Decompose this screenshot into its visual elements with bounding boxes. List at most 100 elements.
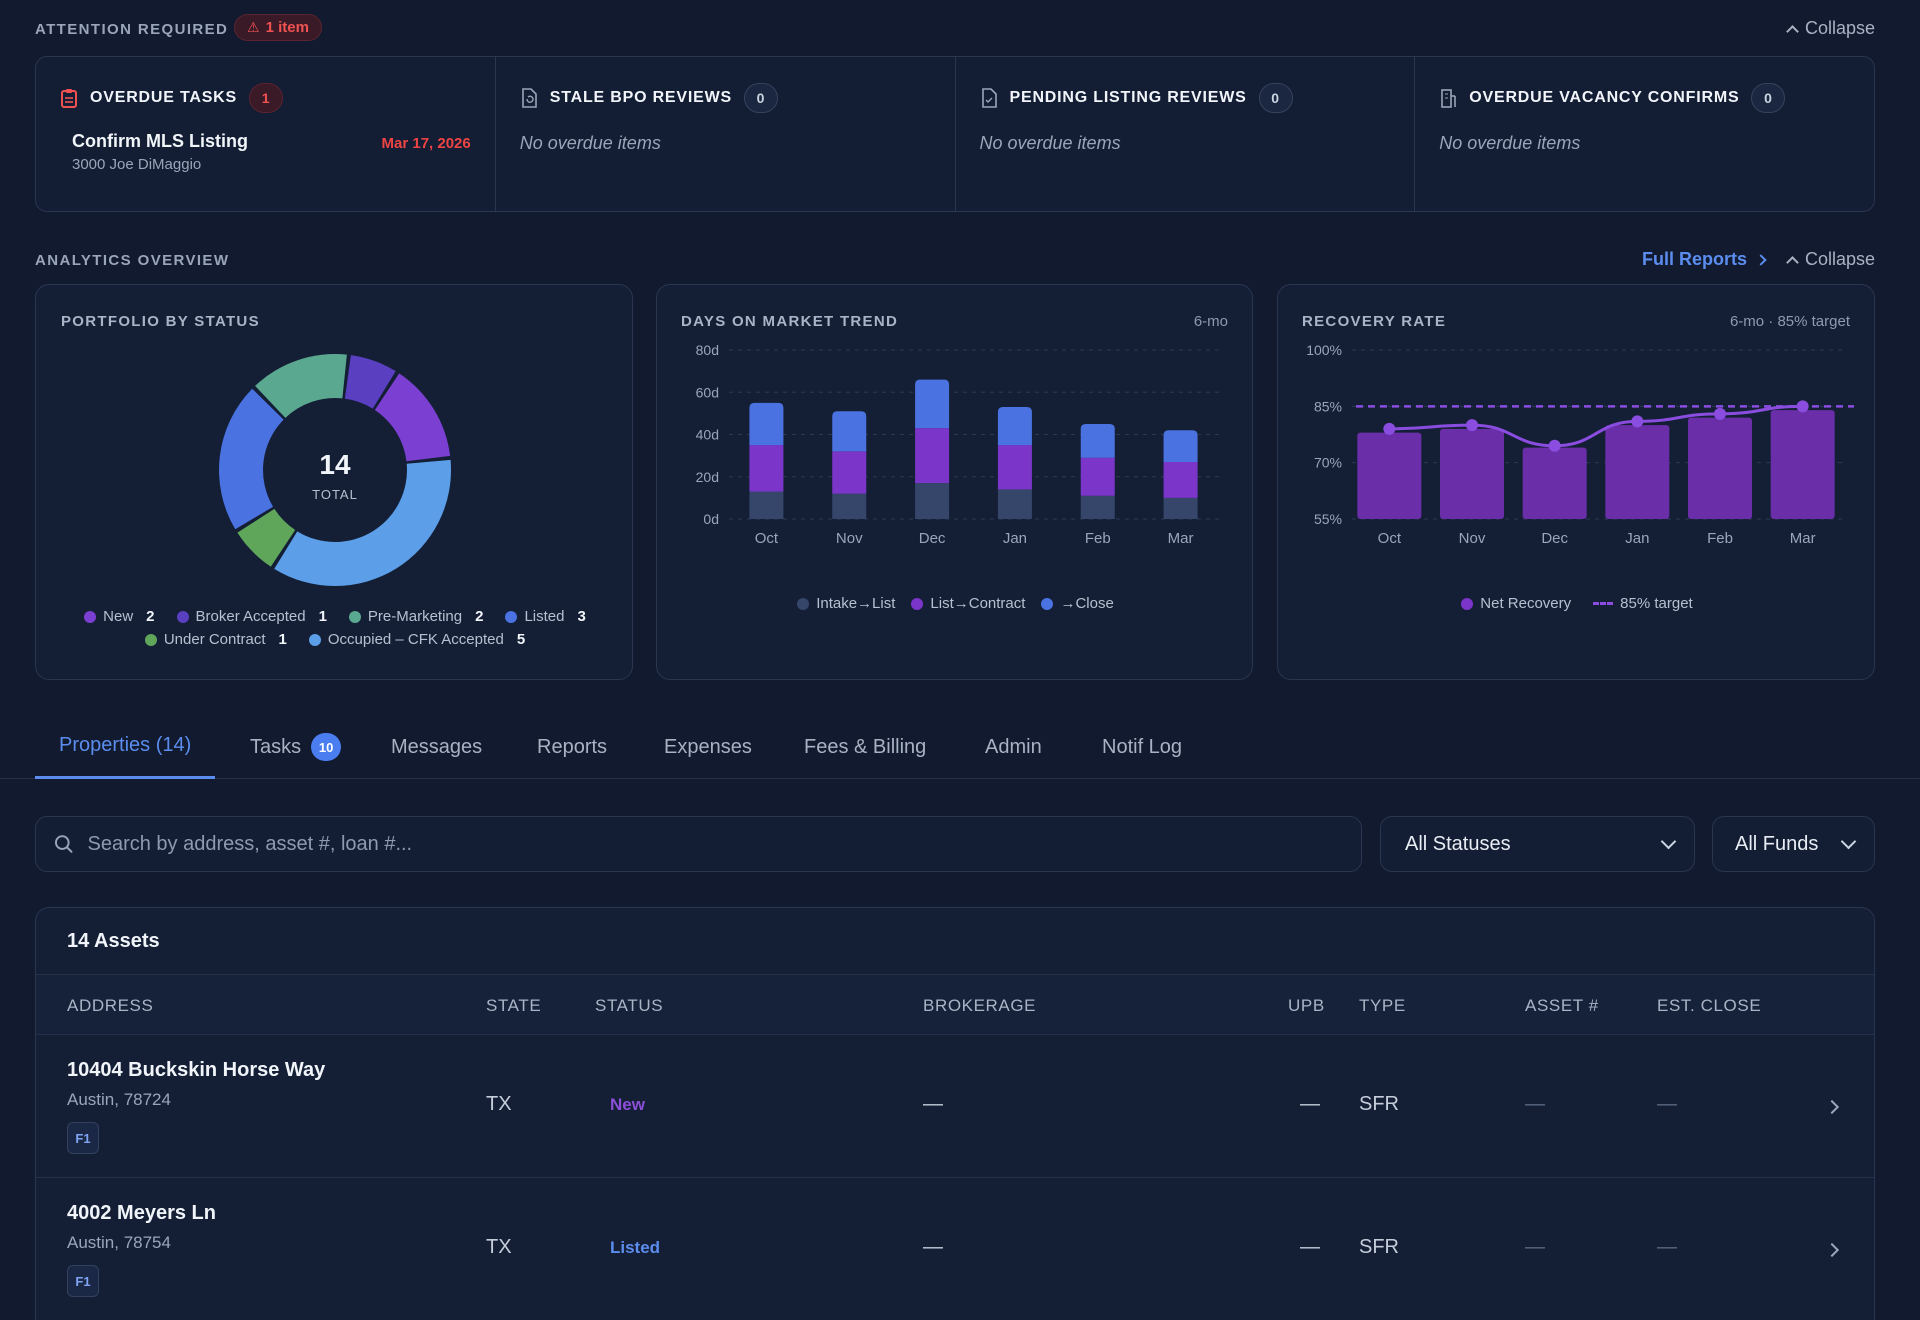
header-state[interactable]: STATE [486, 996, 542, 1015]
line-point[interactable] [1631, 415, 1644, 428]
search-input[interactable] [87, 832, 1361, 856]
donut-total: 14 [319, 449, 351, 480]
bar-segment[interactable] [1080, 495, 1115, 519]
bar[interactable] [1522, 447, 1587, 519]
donut-slice-pre-marketing[interactable] [255, 354, 347, 418]
tab-tasks[interactable]: Tasks 10 [250, 715, 342, 779]
full-reports-link[interactable]: Full Reports [1642, 249, 1767, 270]
tab-fees-billing[interactable]: Fees & Billing [804, 715, 926, 779]
bar[interactable] [1688, 417, 1752, 519]
attention-panel: OVERDUE TASKS 1 Confirm MLS Listing 3000… [35, 56, 1875, 212]
line-point[interactable] [1714, 407, 1726, 420]
tab-admin[interactable]: Admin [985, 715, 1042, 779]
y-tick-label: 40d [696, 427, 719, 443]
bar-segment[interactable] [997, 445, 1032, 490]
x-tick-label: Mar [1168, 530, 1194, 547]
legend-swatch [84, 610, 97, 623]
bar-segment[interactable] [915, 379, 950, 429]
overdue-task-item[interactable]: Confirm MLS Listing 3000 Joe DiMaggio Ma… [60, 131, 471, 173]
bar-segment[interactable] [1080, 457, 1115, 496]
analytics-label: ANALYTICS OVERVIEW [35, 252, 230, 269]
attention-label: ATTENTION REQUIRED [35, 21, 229, 38]
bar-segment[interactable] [1163, 430, 1198, 462]
status-filter-value: All Statuses [1405, 832, 1511, 855]
row-est-close: — [1657, 1236, 1677, 1258]
portfolio-donut: 14 TOTAL [219, 354, 451, 586]
header-asset-number[interactable]: ASSET # [1525, 996, 1599, 1015]
fund-filter[interactable]: All Funds [1712, 816, 1875, 872]
bar-segment[interactable] [915, 483, 950, 519]
bar-segment[interactable] [1080, 423, 1115, 458]
header-upb[interactable]: UPB [1288, 996, 1325, 1015]
analytics-collapse-button[interactable]: Collapse [1786, 249, 1875, 270]
bar-segment[interactable] [915, 428, 950, 484]
donut-slice-occupied-cfk-accepted[interactable] [274, 459, 451, 586]
tab-notif-log[interactable]: Notif Log [1102, 715, 1182, 779]
header-brokerage[interactable]: BROKERAGE [923, 996, 1037, 1015]
donut-slice-listed[interactable] [219, 388, 284, 530]
bar-segment[interactable] [1163, 461, 1198, 498]
bar[interactable] [1605, 425, 1670, 519]
bar-segment[interactable] [749, 491, 784, 519]
overdue-tasks-count: 1 [249, 83, 284, 113]
donut-slice-broker-accepted[interactable] [344, 355, 396, 409]
table-row[interactable]: 10404 Buckskin Horse Way Austin, 78724 F… [36, 1034, 1874, 1177]
legend-target: 85% target [1593, 595, 1693, 612]
assets-table: 14 Assets ADDRESS STATE STATUS BROKERAGE… [35, 907, 1875, 1320]
bar-segment[interactable] [997, 407, 1032, 446]
bar[interactable] [1770, 410, 1835, 519]
line-point[interactable] [1383, 422, 1396, 435]
dom-title: DAYS ON MARKET TREND [681, 313, 899, 330]
bar-segment[interactable] [1163, 497, 1198, 519]
tab-properties[interactable]: Properties (14) [35, 715, 216, 779]
tab-messages[interactable]: Messages [391, 715, 482, 779]
y-tick-label: 100% [1306, 342, 1342, 358]
main-tabs: Properties (14) Tasks 10 Messages Reports… [0, 715, 1920, 779]
search-bar[interactable] [35, 816, 1362, 872]
bar-segment[interactable] [997, 489, 1032, 519]
attention-count-text: 1 item [265, 19, 309, 36]
status-filter[interactable]: All Statuses [1380, 816, 1695, 872]
clipboard-icon [61, 89, 77, 108]
recovery-chart: 55% 70% 85% 100% Oct Nov Dec Jan Feb Mar [1306, 342, 1854, 547]
row-address: 10404 Buckskin Horse Way [67, 1059, 326, 1081]
row-brokerage: — [923, 1093, 943, 1115]
bar[interactable] [1357, 432, 1422, 519]
chevron-right-icon[interactable] [1824, 1099, 1840, 1115]
status-badge: Listed [610, 1238, 661, 1257]
bar-segment[interactable] [749, 402, 784, 446]
attention-collapse-button[interactable]: Collapse [1786, 18, 1875, 39]
legend-swatch [505, 610, 518, 623]
header-type[interactable]: TYPE [1359, 996, 1406, 1015]
row-city: Austin, 78724 [67, 1090, 171, 1109]
bar-segment[interactable] [832, 411, 867, 452]
chevron-right-icon[interactable] [1824, 1242, 1840, 1258]
header-est-close[interactable]: EST. CLOSE [1657, 996, 1762, 1015]
task-due-date: Mar 17, 2026 [381, 135, 471, 152]
line-point[interactable] [1796, 400, 1809, 413]
bar[interactable] [1440, 428, 1504, 519]
chevron-up-icon [1786, 24, 1799, 38]
bar-segment[interactable] [832, 493, 867, 519]
header-address[interactable]: ADDRESS [67, 996, 154, 1015]
legend-label: Broker Accepted [195, 608, 306, 625]
donut-slice-under-contract[interactable] [237, 508, 296, 567]
tab-expenses[interactable]: Expenses [664, 715, 752, 779]
legend-swatch [797, 597, 810, 610]
task-title: Confirm MLS Listing [72, 131, 248, 151]
header-status[interactable]: STATUS [595, 996, 664, 1015]
address-cell: 4002 Meyers Ln Austin, 78754 F1 [67, 1202, 216, 1297]
overdue-vacancy-empty: No overdue items [1439, 133, 1581, 153]
line-point[interactable] [1466, 419, 1478, 432]
tab-reports[interactable]: Reports [537, 715, 607, 779]
table-row[interactable]: 4002 Meyers Ln Austin, 78754 F1 TX Liste… [36, 1177, 1874, 1320]
donut-slice-new[interactable] [374, 373, 451, 462]
bar-segment[interactable] [749, 445, 784, 492]
bar-segment[interactable] [832, 451, 867, 494]
recovery-legend: Net Recovery 85% target [1278, 595, 1876, 612]
y-tick-label: 85% [1314, 398, 1342, 414]
line-point[interactable] [1548, 439, 1561, 452]
tab-label: Messages [391, 735, 483, 758]
legend-label: New [103, 608, 134, 625]
legend-item: Broker Accepted 1 [176, 608, 327, 625]
